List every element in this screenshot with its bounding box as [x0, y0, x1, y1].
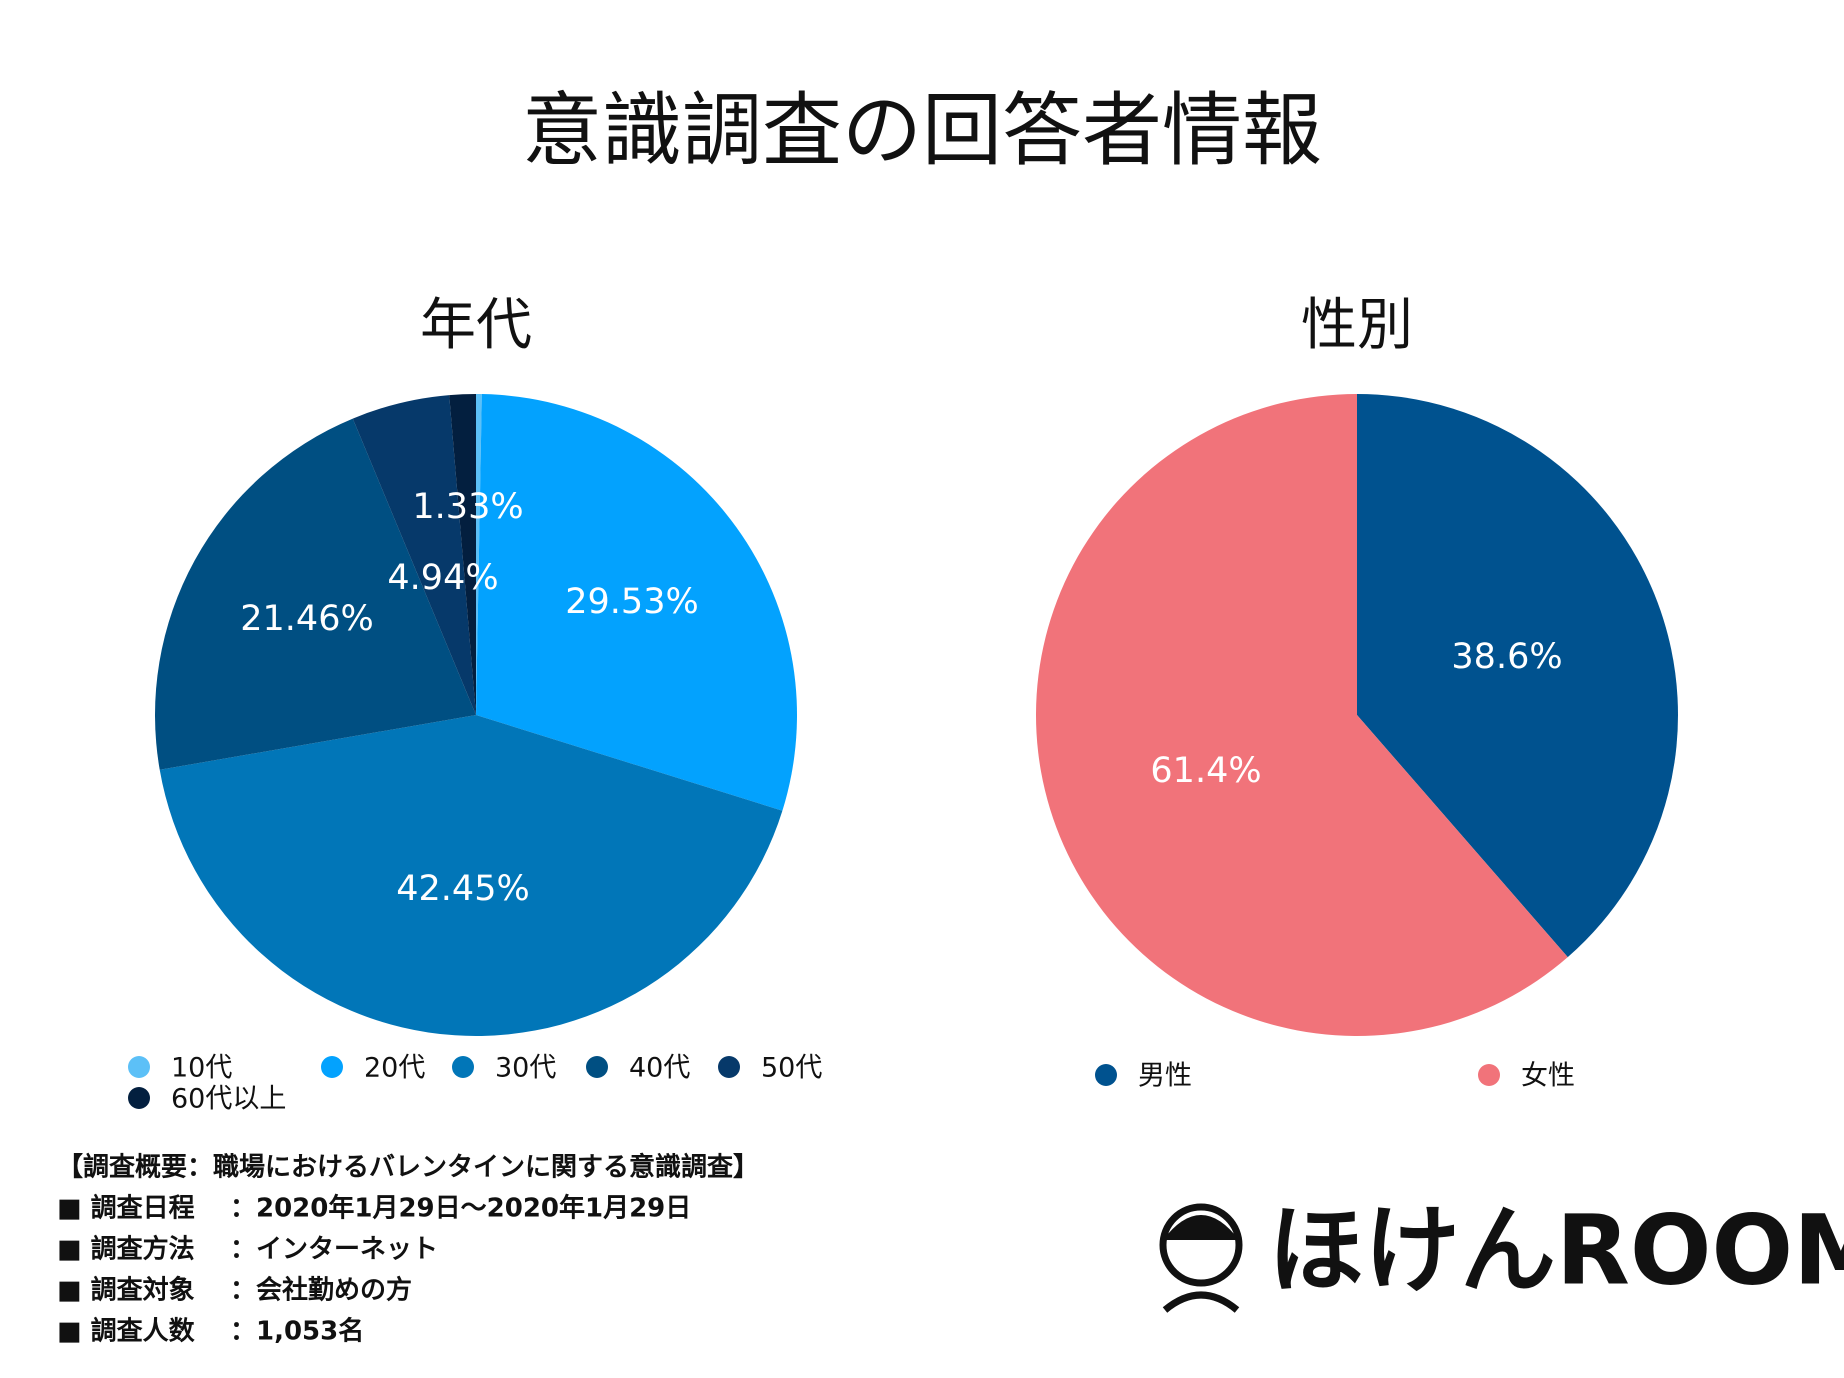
pie-slice — [155, 418, 476, 770]
legend-marker — [452, 1056, 474, 1078]
pie-slice — [476, 394, 797, 811]
pie-slice — [1035, 394, 1568, 1036]
pie-slice — [159, 715, 783, 1036]
legend-marker — [128, 1087, 150, 1109]
logo-face — [1159, 1203, 1243, 1287]
legend-label: 女性 — [1521, 1061, 1575, 1092]
legend-label: 30代 — [495, 1053, 556, 1084]
page-title: 意識調査の回答者情報 — [522, 84, 1322, 177]
logo-body — [1162, 1291, 1240, 1313]
survey-label: ■ 調査対象 — [57, 1275, 195, 1306]
survey-value: ：会社勤めの方 — [230, 1275, 412, 1306]
legend-label: 男性 — [1138, 1061, 1192, 1092]
legend-label: 50代 — [761, 1053, 822, 1084]
data-label: 29.53% — [565, 582, 698, 622]
survey-value: ：インターネット — [230, 1235, 438, 1265]
survey-value: ：1,053名 — [230, 1316, 364, 1347]
survey-label: ■ 調査人数 — [57, 1316, 196, 1347]
pie-slice — [352, 395, 476, 715]
pie-slice — [449, 394, 476, 715]
survey-heading: 【調査概要：職場におけるバレンタインに関する意識調査】 — [57, 1152, 759, 1183]
data-label: 4.94% — [387, 558, 498, 598]
data-label: 21.46% — [240, 599, 373, 639]
legend-marker — [718, 1056, 740, 1078]
data-label: 61.4% — [1150, 751, 1261, 791]
pie-slice — [476, 394, 482, 715]
data-label: 42.45% — [396, 869, 529, 909]
survey-label: ■ 調査方法 — [57, 1234, 195, 1265]
survey-label: ■ 調査日程 — [57, 1193, 195, 1224]
legend-marker — [586, 1056, 608, 1078]
data-label: 1.33% — [412, 487, 523, 527]
legend-marker — [321, 1056, 343, 1078]
survey-value: ：2020年1月29日〜2020年1月29日 — [230, 1193, 691, 1224]
logo: ほけんROOM — [1159, 1194, 1844, 1313]
chart-title: 性別 — [1301, 293, 1413, 358]
data-label: 38.6% — [1451, 637, 1562, 677]
pie-slice — [1357, 394, 1678, 958]
legend-label: 60代以上 — [171, 1084, 286, 1115]
legend-label: 40代 — [629, 1053, 690, 1084]
legend-marker — [1478, 1064, 1500, 1086]
legend-label: 20代 — [364, 1053, 425, 1084]
chart-title: 年代 — [420, 293, 532, 358]
legend-label: 10代 — [171, 1053, 232, 1084]
legend-marker — [1095, 1064, 1117, 1086]
legend-marker — [128, 1056, 150, 1078]
logo-hair — [1163, 1215, 1239, 1240]
logo-text: ほけんROOM — [1268, 1194, 1844, 1306]
